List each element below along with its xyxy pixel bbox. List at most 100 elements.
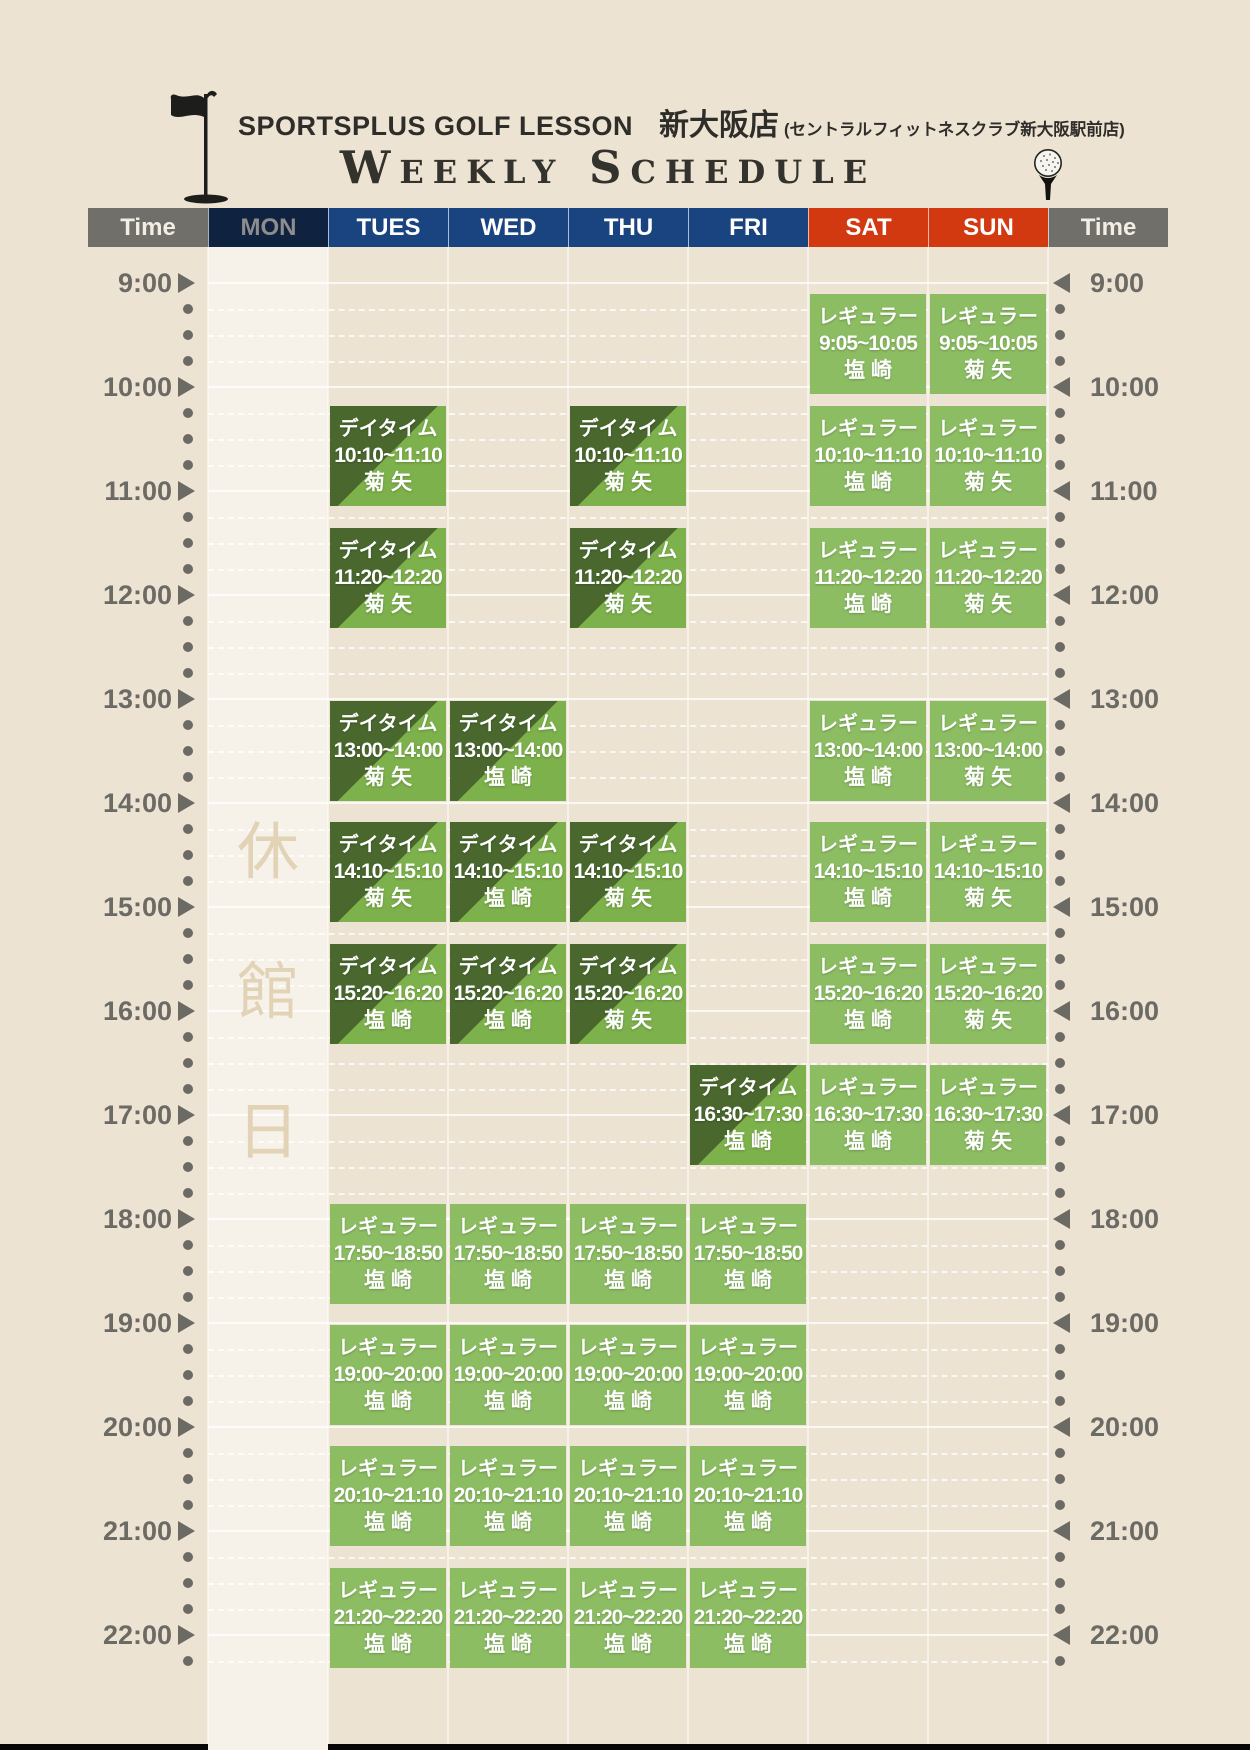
lesson-time-range: 14:10~15:10 xyxy=(813,860,924,883)
time-dot-left xyxy=(183,330,193,340)
grid-quarter-line xyxy=(208,1557,1048,1559)
time-dot-right xyxy=(1055,1032,1065,1042)
time-label-right: 20:00 xyxy=(1090,1412,1160,1442)
lesson-time-range: 17:50~18:50 xyxy=(453,1242,564,1265)
lesson-time-range: 13:00~14:00 xyxy=(453,739,564,762)
time-label-right: 18:00 xyxy=(1090,1204,1160,1234)
time-label-left: 12:00 xyxy=(102,580,172,610)
time-dot-left xyxy=(183,512,193,522)
lesson-type-label: レギュラー xyxy=(578,1580,678,1602)
lesson-block-thu-2120: レギュラー 21:20~22:20 塩崎 xyxy=(570,1568,686,1668)
time-arrow-right-icon xyxy=(178,793,195,813)
lesson-instructor: 塩崎 xyxy=(364,1009,418,1032)
lesson-type-label: デイタイム xyxy=(338,834,438,856)
column-separator xyxy=(207,247,209,1744)
time-arrow-right-icon xyxy=(178,585,195,605)
time-label-left: 15:00 xyxy=(102,892,172,922)
grid-quarter-line xyxy=(208,1063,1048,1065)
lesson-block-thu-1120: デイタイム 11:20~12:20 菊矢 xyxy=(570,528,686,628)
lesson-instructor: 塩崎 xyxy=(724,1130,778,1153)
column-header-sun: SUN xyxy=(928,208,1048,247)
time-label-right: 14:00 xyxy=(1090,788,1160,818)
lesson-instructor: 菊矢 xyxy=(604,887,658,910)
time-dot-left xyxy=(183,1266,193,1276)
time-dot-left xyxy=(183,642,193,652)
lesson-instructor: 菊矢 xyxy=(964,766,1018,789)
lesson-instructor: 塩崎 xyxy=(724,1511,778,1534)
lesson-instructor: 塩崎 xyxy=(724,1633,778,1656)
time-arrow-right-icon xyxy=(178,897,195,917)
lesson-instructor: 菊矢 xyxy=(964,359,1018,382)
lesson-time-range: 17:50~18:50 xyxy=(693,1242,804,1265)
lesson-block-tues-1520: デイタイム 15:20~16:20 塩崎 xyxy=(330,944,446,1044)
lesson-type-label: レギュラー xyxy=(938,956,1038,978)
lesson-instructor: 塩崎 xyxy=(484,1390,538,1413)
lesson-block-wed-1750: レギュラー 17:50~18:50 塩崎 xyxy=(450,1204,566,1304)
lesson-time-range: 21:20~22:20 xyxy=(573,1606,684,1629)
time-dot-left xyxy=(183,1370,193,1380)
lesson-type-label: レギュラー xyxy=(698,1458,798,1480)
grid-hour-line xyxy=(208,1114,1048,1116)
time-dot-left xyxy=(183,1578,193,1588)
time-dot-left xyxy=(183,460,193,470)
time-label-right: 22:00 xyxy=(1090,1620,1160,1650)
time-label-left: 16:00 xyxy=(102,996,172,1026)
lesson-instructor: 塩崎 xyxy=(844,471,898,494)
column-separator xyxy=(1047,247,1049,1744)
grid-quarter-line xyxy=(208,751,1048,753)
time-dot-left xyxy=(183,1396,193,1406)
lesson-instructor: 塩崎 xyxy=(484,1009,538,1032)
time-arrow-left-icon xyxy=(1053,1313,1070,1333)
time-dot-right xyxy=(1055,512,1065,522)
column-separator xyxy=(687,247,689,1744)
time-label-right: 19:00 xyxy=(1090,1308,1160,1338)
lesson-type-label: レギュラー xyxy=(818,834,918,856)
lesson-type-label: デイタイム xyxy=(338,418,438,440)
lesson-time-range: 21:20~22:20 xyxy=(333,1606,444,1629)
time-arrow-right-icon xyxy=(178,1417,195,1437)
time-dot-left xyxy=(183,538,193,548)
column-header-sat: SAT xyxy=(808,208,928,247)
lesson-type-label: デイタイム xyxy=(338,540,438,562)
time-arrow-right-icon xyxy=(178,689,195,709)
time-dot-right xyxy=(1055,850,1065,860)
lesson-time-range: 14:10~15:10 xyxy=(933,860,1044,883)
lesson-block-sat-1630: レギュラー 16:30~17:30 塩崎 xyxy=(810,1065,926,1165)
lesson-type-label: レギュラー xyxy=(458,1337,558,1359)
time-arrow-right-icon xyxy=(178,377,195,397)
lesson-time-range: 14:10~15:10 xyxy=(453,860,564,883)
time-dot-right xyxy=(1055,538,1065,548)
lesson-type-label: デイタイム xyxy=(578,418,678,440)
time-arrow-left-icon xyxy=(1053,1625,1070,1645)
grid-hour-line xyxy=(208,802,1048,804)
lesson-instructor: 菊矢 xyxy=(964,593,1018,616)
column-header-fri: FRI xyxy=(688,208,808,247)
time-label-left: 20:00 xyxy=(102,1412,172,1442)
grid-quarter-line xyxy=(208,1167,1048,1169)
lesson-instructor: 塩崎 xyxy=(484,1269,538,1292)
lesson-type-label: レギュラー xyxy=(818,713,918,735)
time-dot-right xyxy=(1055,564,1065,574)
grid-quarter-line xyxy=(208,361,1048,363)
lesson-block-sat-1410: レギュラー 14:10~15:10 塩崎 xyxy=(810,822,926,922)
lesson-instructor: 塩崎 xyxy=(484,766,538,789)
time-arrow-right-icon xyxy=(178,481,195,501)
column-header-time-left: Time xyxy=(88,208,208,247)
grid-quarter-line xyxy=(208,777,1048,779)
lesson-instructor: 塩崎 xyxy=(484,1511,538,1534)
time-dot-right xyxy=(1055,668,1065,678)
lesson-time-range: 15:20~16:20 xyxy=(573,982,684,1005)
grid-quarter-line xyxy=(208,335,1048,337)
lesson-time-range: 10:10~11:10 xyxy=(574,444,683,467)
time-dot-left xyxy=(183,876,193,886)
time-arrow-right-icon xyxy=(178,273,195,293)
lesson-block-wed-1520: デイタイム 15:20~16:20 塩崎 xyxy=(450,944,566,1044)
lesson-block-tues-1010: デイタイム 10:10~11:10 菊矢 xyxy=(330,406,446,506)
time-dot-right xyxy=(1055,980,1065,990)
lesson-type-label: レギュラー xyxy=(698,1580,798,1602)
time-arrow-right-icon xyxy=(178,1105,195,1125)
time-dot-left xyxy=(183,1240,193,1250)
lesson-instructor: 菊矢 xyxy=(604,471,658,494)
lesson-time-range: 15:20~16:20 xyxy=(813,982,924,1005)
